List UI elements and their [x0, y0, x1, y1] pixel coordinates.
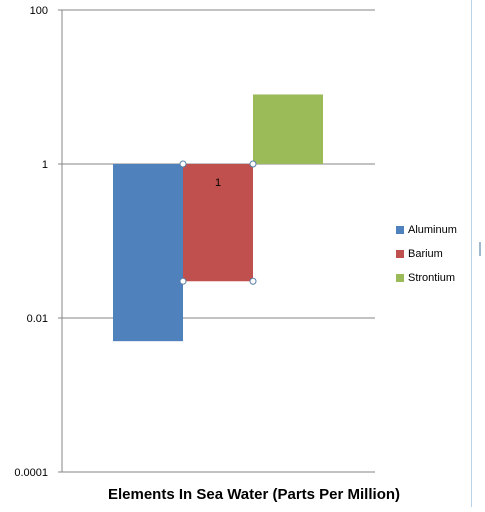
legend: Aluminum Barium Strontium: [396, 218, 457, 290]
y-tick-label: 100: [30, 5, 48, 17]
window-frame-edge: [471, 0, 484, 507]
y-tick-label: 1: [42, 159, 48, 171]
selection-handle-icon: [179, 160, 187, 168]
legend-swatch-aluminum: [396, 226, 404, 234]
selection-handle-icon: [249, 277, 257, 285]
data-label: 1: [215, 177, 221, 189]
bar-aluminum: [113, 164, 183, 342]
legend-label-strontium: Strontium: [408, 272, 456, 284]
legend-item-barium: Barium: [396, 242, 457, 266]
legend-swatch-strontium: [396, 274, 404, 282]
selection-handle-icon: [249, 160, 257, 168]
bar-strontium: [253, 94, 323, 164]
y-tick-label: 0.01: [27, 313, 48, 325]
legend-item-aluminum: Aluminum: [396, 218, 457, 242]
legend-swatch-barium: [396, 250, 404, 258]
bar-barium: [183, 164, 253, 282]
chart-title: Elements In Sea Water (Parts Per Million…: [108, 486, 400, 503]
legend-item-strontium: Strontium: [396, 266, 457, 290]
legend-label-aluminum: Aluminum: [408, 224, 457, 236]
selection-handle-icon: [179, 277, 187, 285]
legend-label-barium: Barium: [408, 248, 443, 260]
resize-handle-icon[interactable]: [479, 242, 481, 256]
y-tick-label: 0.0001: [14, 467, 48, 479]
